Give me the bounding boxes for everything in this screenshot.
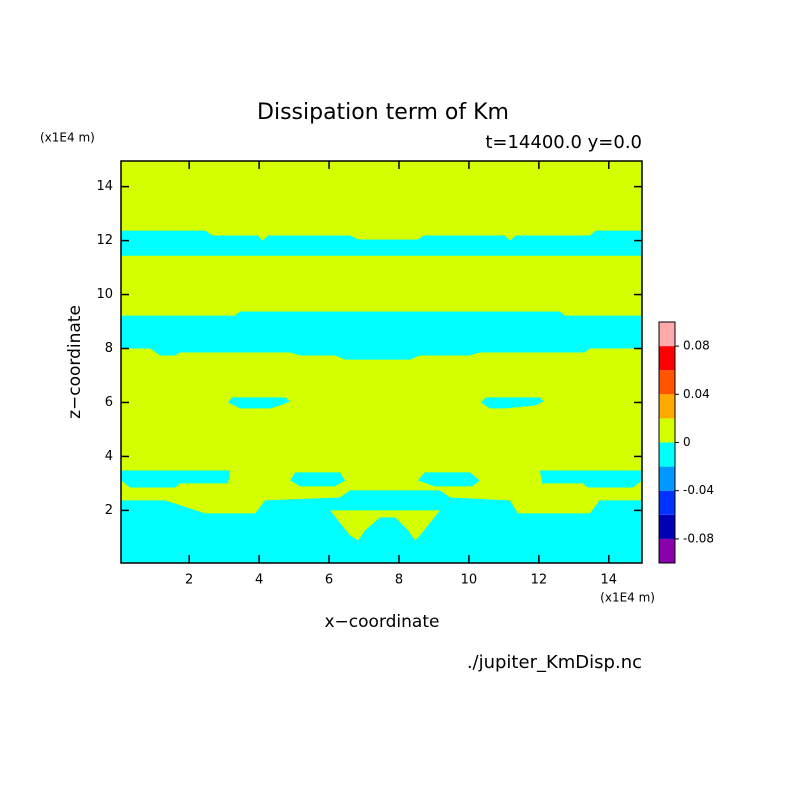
x-tick-label: 12 [531, 573, 548, 588]
x-unit: (x1E4 m) [600, 591, 655, 605]
colorbar-bin [659, 418, 675, 443]
subtitle: t=14400.0 y=0.0 [485, 132, 642, 153]
source: ./jupiter_KmDisp.nc [467, 652, 642, 673]
contour-region [227, 397, 291, 409]
contour-region [417, 472, 480, 487]
colorbar-bin [659, 466, 675, 491]
x-axis-label: x−coordinate [325, 612, 440, 632]
y-tick-label: 14 [96, 179, 113, 194]
colorbar-tick-label: 0.04 [683, 387, 710, 401]
colorbar-bin [659, 370, 675, 395]
contour-region [480, 397, 544, 409]
contour-region [290, 472, 346, 487]
colorbar-bin [659, 442, 675, 467]
y-tick-label: 12 [96, 233, 113, 248]
x-tick-label: 2 [185, 573, 193, 588]
y-tick-label: 6 [105, 395, 113, 410]
colorbar-bin [659, 490, 675, 515]
y-axis-label: z−coordinate [65, 305, 85, 419]
y-tick-label: 2 [105, 503, 113, 518]
colorbar-bin [659, 538, 675, 563]
contour-region [330, 510, 440, 541]
colorbar-tick-label: -0.08 [683, 531, 714, 545]
colorbar-bin [659, 394, 675, 419]
colorbar-bin [659, 322, 675, 347]
plot-frame [120, 160, 643, 564]
contour-region [121, 230, 642, 256]
x-tick-label: 4 [255, 573, 263, 588]
x-tick-label: 14 [601, 573, 618, 588]
y-tick-label: 10 [96, 287, 113, 302]
colorbar-tick-label: 0.08 [683, 339, 710, 353]
x-tick-label: 6 [325, 573, 333, 588]
y-tick-label: 8 [105, 341, 113, 356]
colorbar-tick-label: 0 [683, 435, 691, 449]
colorbar-tick-label: -0.04 [683, 483, 714, 497]
contour-region [121, 490, 642, 563]
contour-region [121, 470, 231, 488]
contour-region [121, 311, 642, 360]
colorbar-bin [659, 514, 675, 539]
chart-title: Dissipation term of Km [257, 100, 509, 125]
x-tick-label: 10 [461, 573, 478, 588]
y-tick-label: 4 [105, 449, 113, 464]
colorbar-bin [659, 346, 675, 371]
y-unit: (x1E4 m) [40, 131, 95, 145]
x-tick-label: 8 [395, 573, 403, 588]
contour-region [539, 470, 642, 488]
